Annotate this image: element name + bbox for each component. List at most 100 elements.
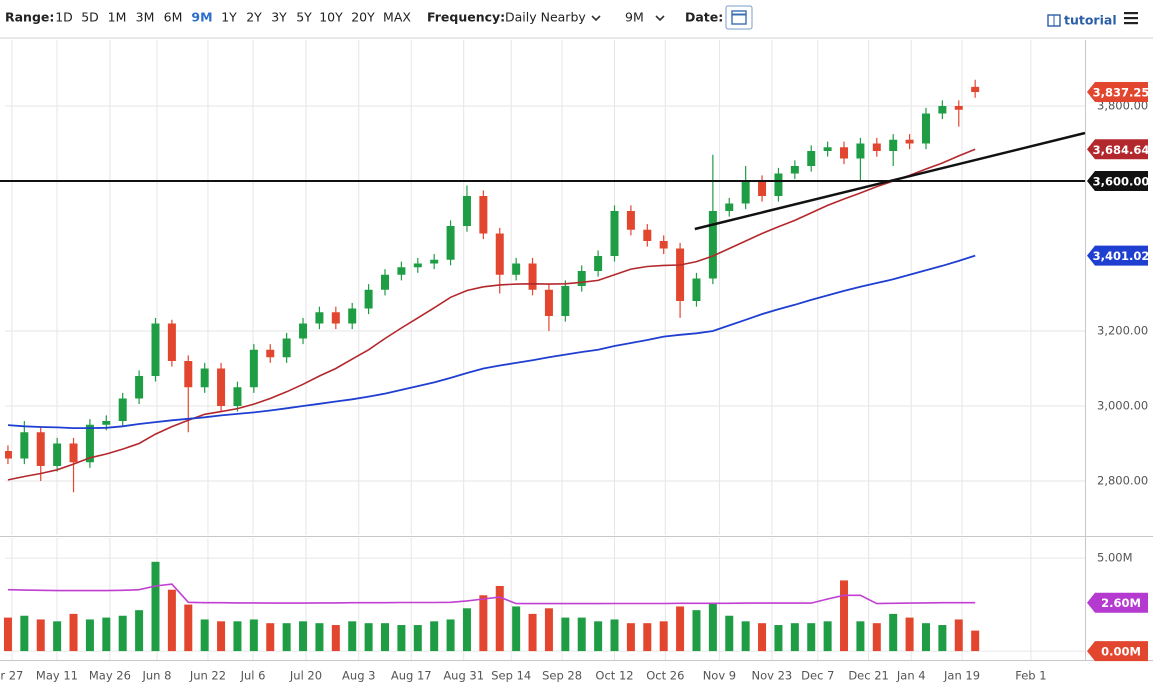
candle-body xyxy=(217,368,226,406)
x-tick-label: Jan 19 xyxy=(943,669,980,683)
candle-body xyxy=(69,443,78,463)
range-button[interactable]: MAX xyxy=(383,10,411,25)
period-chevron[interactable] xyxy=(655,15,665,22)
candle-body xyxy=(364,289,373,309)
volume-bar xyxy=(266,623,275,652)
range-button[interactable]: 5D xyxy=(81,10,99,25)
candle-body xyxy=(610,211,619,256)
candle-body xyxy=(299,323,308,339)
range-button[interactable]: 1Y xyxy=(221,10,237,25)
range-button[interactable]: 1M xyxy=(108,10,127,25)
candle-body xyxy=(872,143,881,151)
volume-bar xyxy=(102,617,111,652)
hline-label-box xyxy=(1087,171,1148,191)
range-button[interactable]: 3Y xyxy=(271,10,287,25)
menu-button[interactable] xyxy=(1124,12,1138,25)
ma50-line xyxy=(7,148,976,481)
volume-bar xyxy=(971,630,980,652)
volume-bar xyxy=(544,608,553,652)
volume-bar xyxy=(331,625,340,652)
volume-bar xyxy=(36,619,45,652)
candle-body xyxy=(626,211,635,230)
tutorial-icon[interactable] xyxy=(1047,14,1061,27)
candle-body xyxy=(971,86,980,93)
volume-bar xyxy=(594,621,603,652)
calendar-button[interactable] xyxy=(725,5,753,30)
volume-bar xyxy=(200,619,209,652)
x-tick-label: Dec 7 xyxy=(801,669,834,683)
range-button[interactable]: 3M xyxy=(136,10,155,25)
range-button[interactable]: 9M xyxy=(191,10,212,25)
range-button[interactable]: 10Y xyxy=(319,10,343,25)
x-tick-label: Oct 12 xyxy=(595,669,633,683)
volume-ma-line xyxy=(7,583,976,605)
volume-bar xyxy=(381,623,389,652)
volume-bar xyxy=(315,623,324,652)
candle-body xyxy=(741,181,750,204)
volume-bar xyxy=(774,625,783,652)
candle-body xyxy=(36,432,45,466)
candle-body xyxy=(397,267,406,275)
volume-tick-label: 5.00M xyxy=(1097,551,1133,565)
candle-body xyxy=(282,338,291,358)
range-label: Range: xyxy=(5,10,54,25)
candle-body xyxy=(692,278,701,301)
range-button[interactable]: 6M xyxy=(164,10,183,25)
volume-bar xyxy=(528,613,537,652)
candle-body xyxy=(708,211,717,279)
candle-body xyxy=(249,349,258,388)
volume-bar xyxy=(151,561,160,652)
volume-bar xyxy=(938,625,947,652)
x-tick-label: Jul 6 xyxy=(240,669,266,683)
ma50-label: 3,684.64 xyxy=(1093,143,1150,157)
volume-bar xyxy=(954,619,963,652)
candle-body xyxy=(577,271,586,286)
volume-bar xyxy=(430,621,439,652)
x-tick-label: Aug 17 xyxy=(391,669,432,683)
candle-body xyxy=(184,361,193,388)
candle-body xyxy=(758,181,767,196)
candle-body xyxy=(118,398,127,421)
frequency-select[interactable]: Daily Nearby xyxy=(505,10,586,25)
candle-body xyxy=(561,286,570,316)
y-tick-label: 2,800.00 xyxy=(1097,474,1148,488)
candle-body xyxy=(954,106,963,110)
x-tick-label: Jul 20 xyxy=(289,669,322,683)
volume-bar xyxy=(446,619,455,652)
candle-body xyxy=(659,241,668,249)
candle-body xyxy=(905,139,914,144)
range-button[interactable]: 2Y xyxy=(246,10,262,25)
volume-bar xyxy=(725,615,734,652)
range-button[interactable]: 1D xyxy=(55,10,73,25)
x-tick-label: Sep 28 xyxy=(542,669,582,683)
period-select[interactable]: 9M xyxy=(625,10,644,25)
volume-bar xyxy=(807,623,816,652)
candle-body xyxy=(790,166,799,174)
volume-bar xyxy=(53,621,62,652)
volume-bar xyxy=(643,623,652,652)
trend-line xyxy=(694,131,1086,231)
volume-bar xyxy=(233,621,242,652)
range-button[interactable]: 5Y xyxy=(296,10,312,25)
volume-bar xyxy=(741,621,750,652)
tutorial-link[interactable]: tutorial xyxy=(1064,13,1117,28)
x-tick-label: Oct 26 xyxy=(646,669,684,683)
ma200-line xyxy=(7,254,976,429)
volume-bar xyxy=(758,623,767,652)
volume-bar xyxy=(3,617,12,652)
volume-bar xyxy=(299,621,308,652)
frequency-label: Frequency: xyxy=(427,10,505,25)
volume-bar xyxy=(217,621,226,652)
candle-body xyxy=(5,451,12,459)
volume-bar xyxy=(692,610,701,652)
volume-bar xyxy=(872,623,881,652)
x-tick-label: Nov 23 xyxy=(752,669,793,683)
ma200-label: 3,401.02 xyxy=(1093,249,1150,263)
candle-body xyxy=(266,349,275,358)
x-tick-label: Jan 4 xyxy=(896,669,926,683)
candle-body xyxy=(889,139,898,151)
candle-body xyxy=(135,376,144,399)
volume-bar xyxy=(921,623,930,652)
frequency-chevron[interactable] xyxy=(591,15,601,22)
range-button[interactable]: 20Y xyxy=(351,10,375,25)
